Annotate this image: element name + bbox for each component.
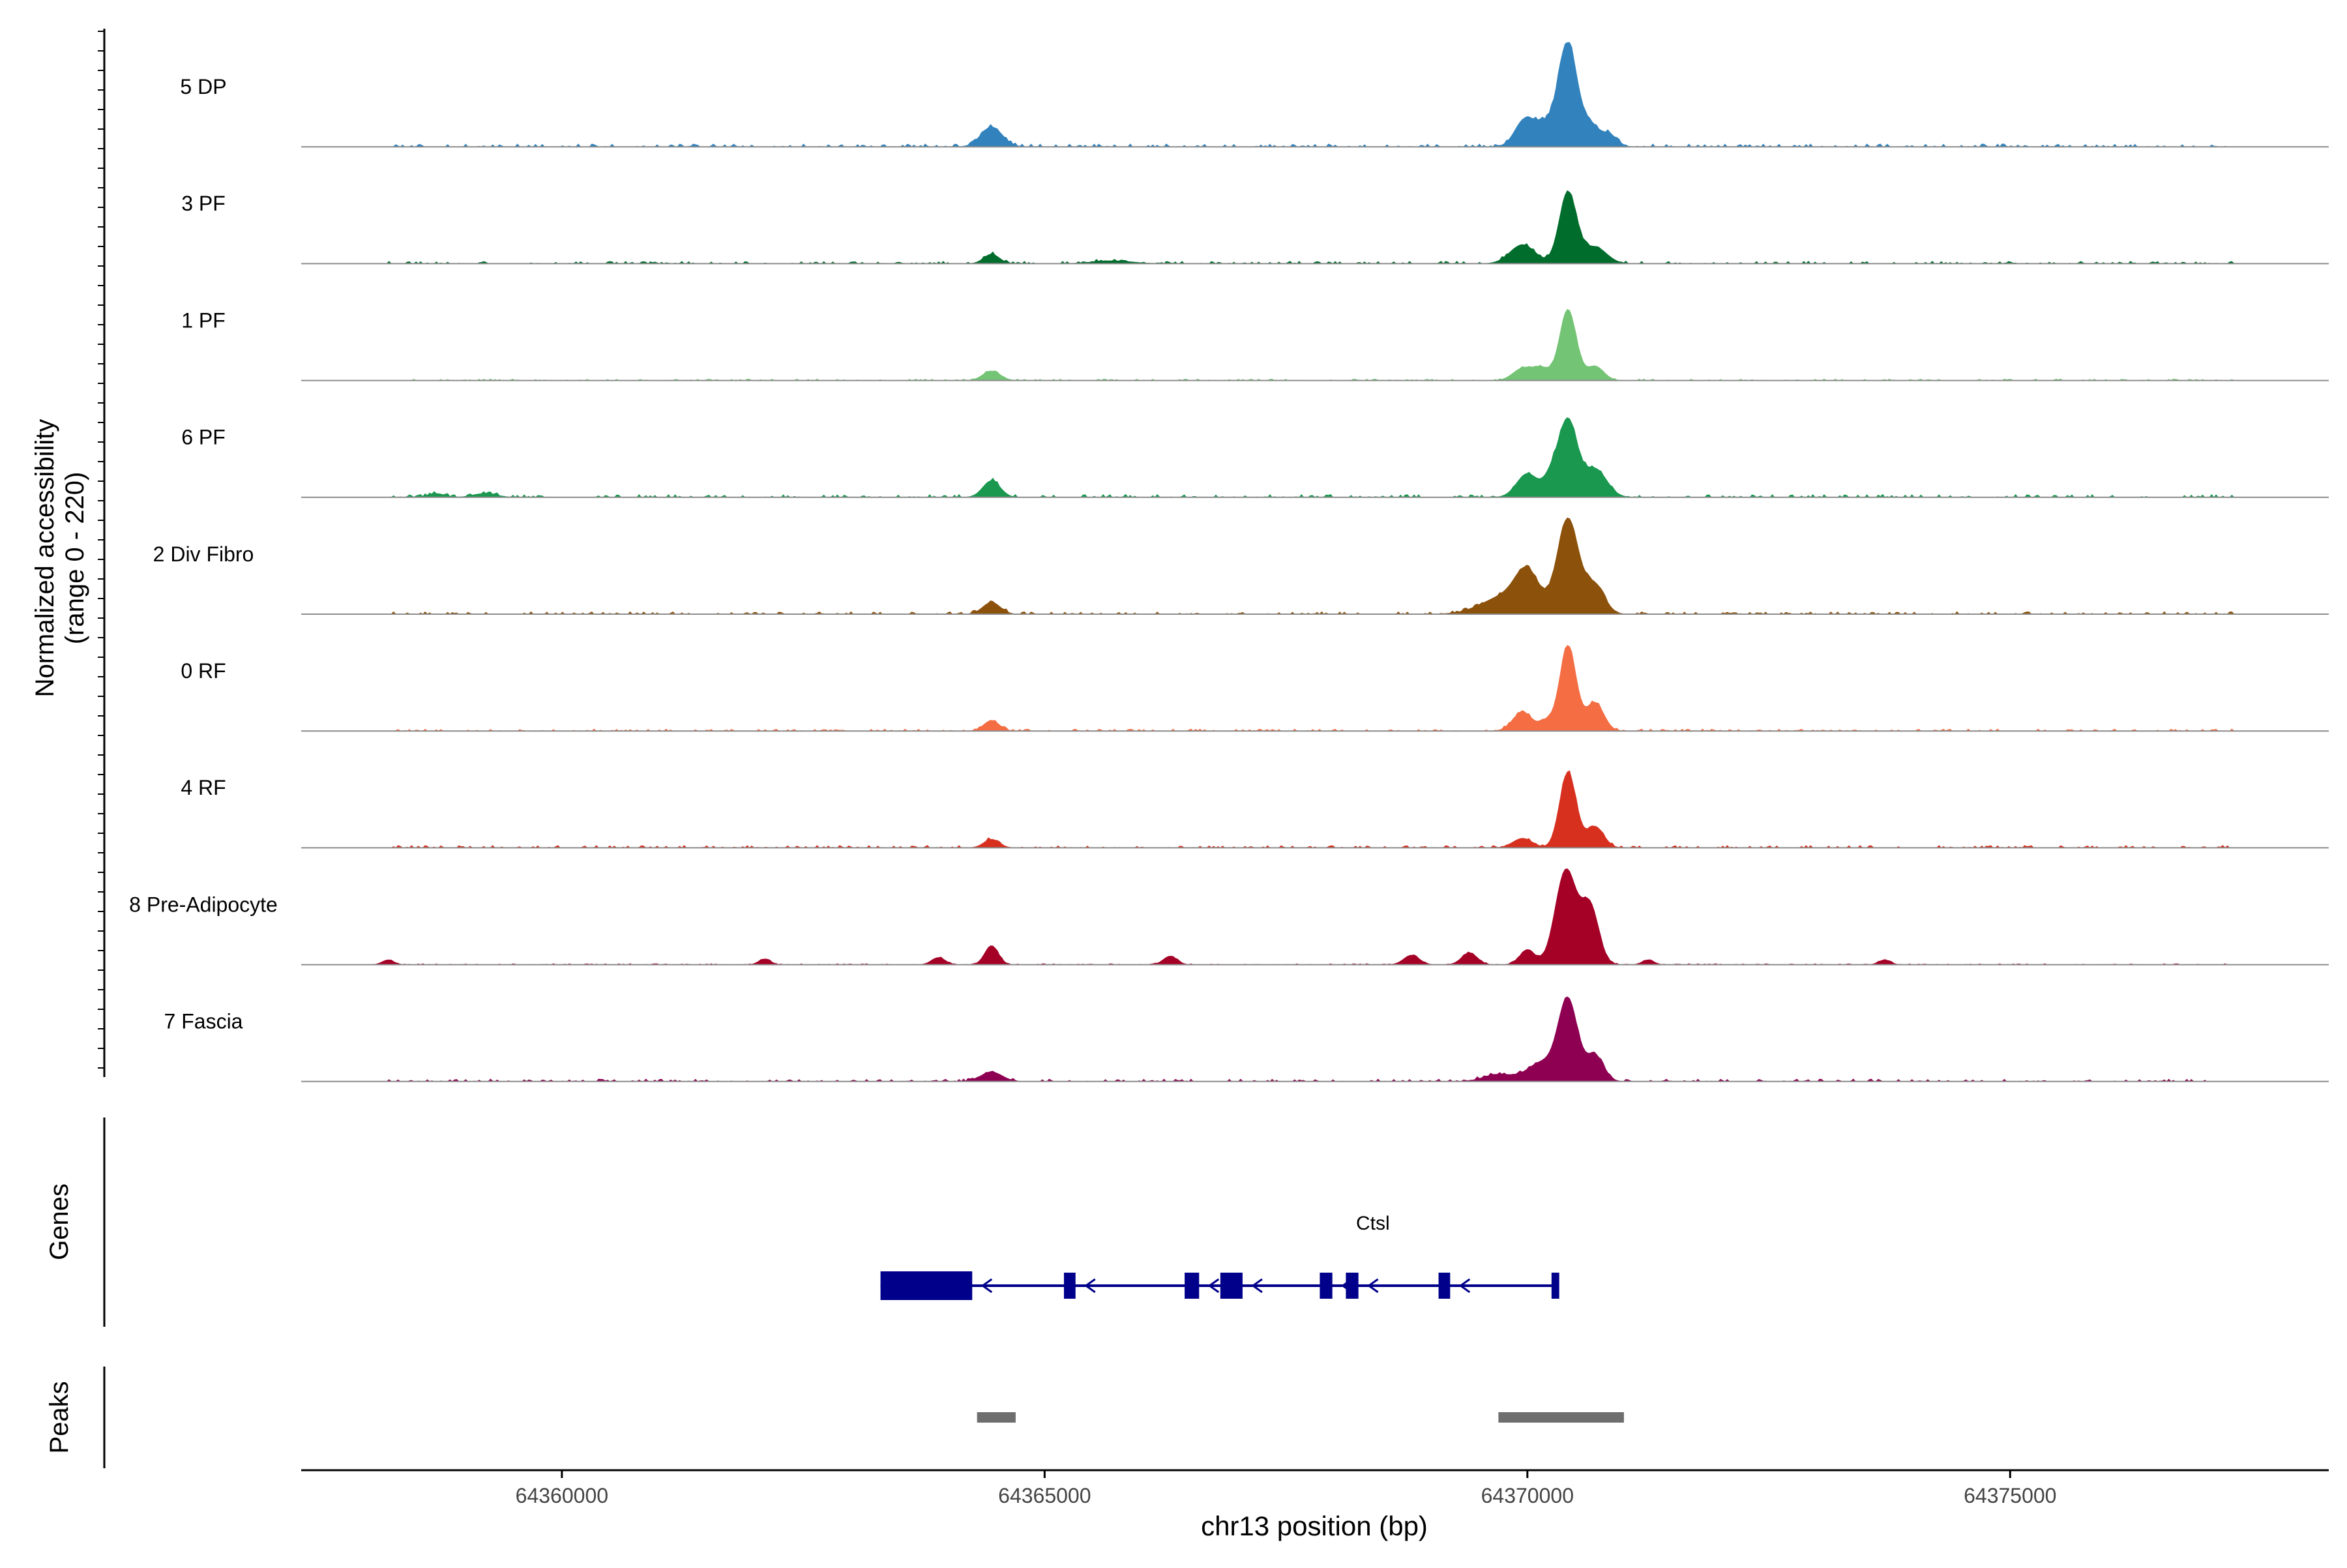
genes-panel-label: Genes: [45, 1183, 74, 1260]
x-tick-label: 64375000: [1964, 1484, 2056, 1507]
coverage-y-ticks: [98, 31, 104, 1069]
coverage-area: [301, 770, 2329, 849]
strand-arrow: [1251, 1278, 1263, 1294]
coverage-area: [301, 308, 2329, 381]
coverage-tracks: 5 DP 3 PF 1 PF 6 PF 2 Div Fibro 0 RF 4 RF 8 Pre…: [129, 42, 2329, 1082]
track-label: 1 PF: [181, 308, 226, 332]
strand-arrow: [1458, 1278, 1471, 1294]
track-label: 2 Div Fibro: [153, 542, 254, 566]
coverage-area: [301, 868, 2329, 966]
gene-exon: [1551, 1273, 1559, 1299]
x-axis-ticks: 64360000 64365000 64370000 64375000: [516, 1470, 2056, 1507]
y-axis-label-line1: Normalized accessibility: [31, 419, 59, 698]
x-tick-label: 64360000: [516, 1484, 608, 1507]
x-axis-label: chr13 position (bp): [1201, 1511, 1428, 1541]
gene-exon: [1438, 1273, 1451, 1299]
track-3: 6 PF: [181, 417, 2329, 498]
peak-track: [977, 1412, 1624, 1423]
y-axis-label-line2: (range 0 - 220): [61, 472, 89, 645]
x-tick-label: 64370000: [1481, 1484, 1574, 1507]
track-label: 7 Fascia: [164, 1010, 243, 1033]
strand-arrow: [1084, 1278, 1096, 1294]
gene-exon: [1320, 1273, 1333, 1299]
track-8: 7 Fascia: [164, 996, 2329, 1082]
track-2: 1 PF: [181, 308, 2329, 381]
gene-exon: [1346, 1273, 1359, 1299]
track-6: 4 RF: [181, 770, 2329, 849]
track-label: 4 RF: [181, 776, 226, 799]
peak-region: [977, 1412, 1016, 1423]
track-label: 0 RF: [181, 659, 226, 683]
coverage-area: [301, 645, 2329, 732]
track-4: 2 Div Fibro: [153, 517, 2329, 615]
coverage-area: [301, 417, 2329, 498]
track-label: 5 DP: [180, 75, 226, 98]
track-label: 8 Pre-Adipocyte: [129, 893, 278, 916]
strand-arrow: [1207, 1278, 1220, 1294]
peaks-panel-label: Peaks: [45, 1381, 74, 1453]
track-label: 6 PF: [181, 426, 226, 449]
track-5: 0 RF: [181, 645, 2329, 732]
coverage-area: [301, 190, 2329, 265]
strand-arrow: [1341, 1278, 1353, 1294]
coverage-area: [301, 517, 2329, 615]
x-tick-label: 64365000: [998, 1484, 1091, 1507]
gene-exon: [1063, 1273, 1076, 1299]
gene-exon: [1185, 1273, 1200, 1299]
strand-arrow: [1367, 1278, 1379, 1294]
gene-track: [880, 1271, 1559, 1300]
strand-arrow: [981, 1278, 993, 1294]
gene-exon: [1220, 1273, 1243, 1299]
track-label: 3 PF: [181, 192, 226, 215]
gene-name-label: Ctsl: [1356, 1213, 1390, 1234]
coverage-area: [301, 42, 2329, 147]
track-7: 8 Pre-Adipocyte: [129, 868, 2329, 966]
gene-exon: [880, 1271, 973, 1300]
track-1: 3 PF: [181, 190, 2329, 265]
coverage-area: [301, 996, 2329, 1082]
peak-region: [1498, 1412, 1624, 1423]
track-0: 5 DP: [180, 42, 2329, 148]
